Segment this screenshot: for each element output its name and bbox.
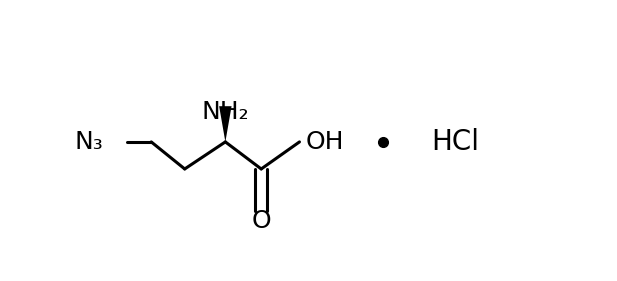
Text: O: O bbox=[251, 209, 271, 233]
Text: N₃: N₃ bbox=[75, 130, 104, 154]
Text: NH₂: NH₂ bbox=[202, 100, 249, 124]
Polygon shape bbox=[219, 106, 231, 142]
Text: OH: OH bbox=[305, 130, 344, 154]
Text: HCl: HCl bbox=[431, 128, 479, 156]
